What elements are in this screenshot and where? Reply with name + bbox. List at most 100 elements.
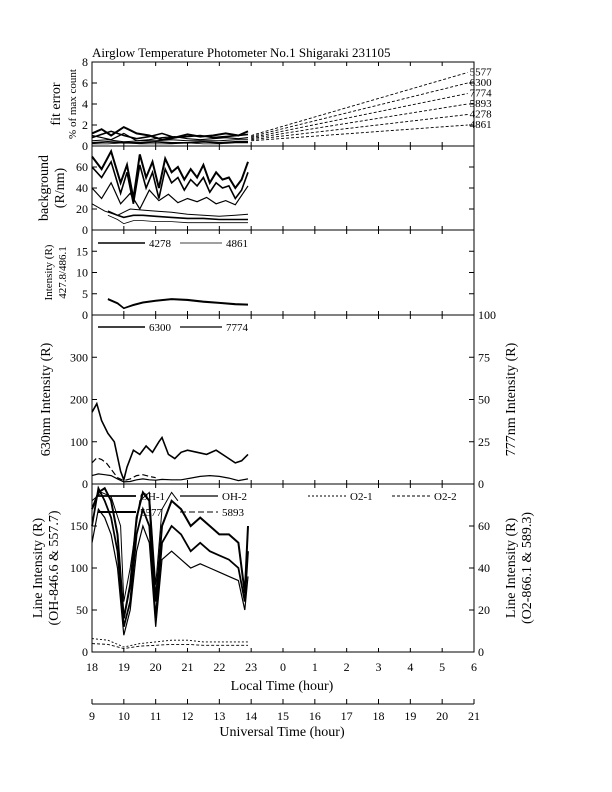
series-7774 (91, 181, 249, 211)
series-5893 (91, 139, 248, 143)
universal-time-tick-label: 13 (213, 709, 225, 723)
universal-time-tick-label: 17 (341, 709, 353, 723)
local-time-tick-label: 21 (182, 660, 194, 674)
y-tick-label-right: 25 (478, 435, 490, 449)
local-time-tick-label: 1 (312, 660, 318, 674)
y-tick-label: 15 (76, 244, 88, 258)
legend-line-7774 (251, 93, 468, 139)
y-tick-label: 200 (70, 393, 88, 407)
y-axis-label-right: Line Intensity (R) (504, 518, 519, 619)
legend-label-OH-2: OH-2 (222, 491, 247, 503)
y-tick-label: 100 (70, 561, 88, 575)
y-tick-label-right: 0 (478, 645, 484, 659)
legend-label-O2-1: O2-1 (350, 491, 373, 503)
legend-label-5893: 5893 (470, 98, 493, 110)
series-4278 (107, 210, 248, 221)
y-tick-label: 150 (70, 519, 88, 533)
universal-time-axis-label: Universal Time (hour) (219, 725, 345, 740)
y-tick-label: 5 (82, 287, 88, 301)
y-tick-label-right: 60 (478, 519, 490, 533)
y-axis-sublabel: % of max count (67, 69, 79, 139)
chart-title: Airglow Temperature Photometer No.1 Shig… (92, 45, 391, 60)
universal-time-tick-label: 18 (373, 709, 385, 723)
legend-label-4861: 4861 (470, 119, 492, 131)
local-time-tick-label: 22 (213, 660, 225, 674)
y-axis-label: background (37, 155, 52, 221)
legend-label-5577: 5577 (140, 507, 163, 519)
universal-time-tick-label: 11 (150, 709, 162, 723)
legend-line-4861 (251, 124, 468, 142)
series-5577 (91, 125, 249, 141)
y-tick-label: 0 (82, 308, 88, 322)
panel-background: 0 20 40 60 background (R/nm) (37, 145, 475, 237)
local-time-tick-label: 2 (344, 660, 350, 674)
y-axis-sublabel-right: (O2-866.1 & 589.3) (520, 512, 535, 624)
legend-label-4278: 4278 (149, 238, 172, 250)
y-tick-label: 60 (76, 160, 88, 174)
local-time-tick-label: 3 (376, 660, 382, 674)
y-axis-label-right: 777nm Intensity (R) (504, 342, 519, 456)
series-O2-2 (91, 643, 248, 650)
legend-label-4861: 4861 (226, 238, 248, 250)
y-tick-label: 40 (76, 181, 88, 195)
y-axis-label-left: 630nm Intensity (R) (39, 342, 54, 456)
y-axis-label-left: Line Intensity (R) (31, 518, 46, 619)
y-tick-label-right: 75 (478, 350, 490, 364)
legend-line-4278 (251, 114, 468, 141)
time-axes: Local Time (hour) Universal Time (hour) … (86, 660, 480, 740)
y-tick-label: 6 (82, 76, 88, 90)
legend-label-5577: 5577 (470, 67, 493, 79)
y-tick-label-right: 40 (478, 561, 490, 575)
series-OH-1 (91, 485, 249, 628)
series-4861 (107, 214, 248, 225)
local-time-tick-label: 20 (150, 660, 162, 674)
series-6300 (91, 401, 249, 483)
series-6300 (91, 159, 249, 204)
legend-label-O2-2: O2-2 (434, 491, 457, 503)
series-7774 (91, 473, 249, 483)
y-tick-label: 2 (82, 118, 88, 132)
y-tick-label: 100 (70, 435, 88, 449)
local-time-tick-label: 19 (118, 660, 130, 674)
local-time-tick-label: 5 (439, 660, 445, 674)
legend-label-6300: 6300 (149, 322, 172, 334)
y-tick-label-right: 0 (478, 477, 484, 491)
series-O2-1 (91, 638, 248, 648)
universal-time-tick-label: 9 (89, 709, 95, 723)
y-tick-label: 0 (82, 223, 88, 237)
panel-intensity_427_486: 0 5 10 15 Intensity (R) 427.8/486.1 4278 4861 (43, 229, 475, 322)
legend-label-6300: 6300 (470, 77, 493, 89)
y-axis-sublabel: 427.8/486.1 (57, 246, 69, 299)
series-4278 (91, 140, 248, 144)
legend-label-7774: 7774 (470, 88, 493, 100)
y-axis-sublabel-left: (OH-846.6 & 557.7) (47, 510, 62, 625)
series-OH-2 (91, 507, 249, 636)
y-tick-label: 0 (82, 645, 88, 659)
series-5577 (91, 486, 249, 619)
legend-line-5577 (251, 72, 468, 136)
local-time-tick-label: 23 (245, 660, 257, 674)
series-4861 (92, 142, 248, 145)
y-axis-label: fit error (49, 82, 64, 125)
series-7774_dashed (91, 457, 156, 482)
panel-intensity_630_777: 0 100 200 300 0 25 50 75 100 630nm Intensity (R) 7… (39, 308, 519, 491)
y-tick-label: 300 (70, 350, 88, 364)
universal-time-tick-label: 21 (468, 709, 480, 723)
legend-label-7774: 7774 (226, 322, 249, 334)
y-tick-label: 4 (82, 97, 88, 111)
legend-label-5893: 5893 (222, 507, 245, 519)
y-tick-label: 0 (82, 477, 88, 491)
panel-frame (91, 145, 475, 231)
series-6300 (91, 130, 249, 140)
local-time-tick-label: 6 (471, 660, 477, 674)
universal-time-tick-label: 16 (309, 709, 321, 723)
y-tick-label: 50 (76, 603, 88, 617)
legend-label-4278: 4278 (470, 109, 493, 121)
universal-time-tick-label: 12 (182, 709, 194, 723)
y-tick-label-right: 50 (478, 393, 490, 407)
universal-time-tick-label: 15 (277, 709, 289, 723)
y-tick-label: 8 (82, 55, 88, 69)
y-tick-label: 20 (76, 202, 88, 216)
